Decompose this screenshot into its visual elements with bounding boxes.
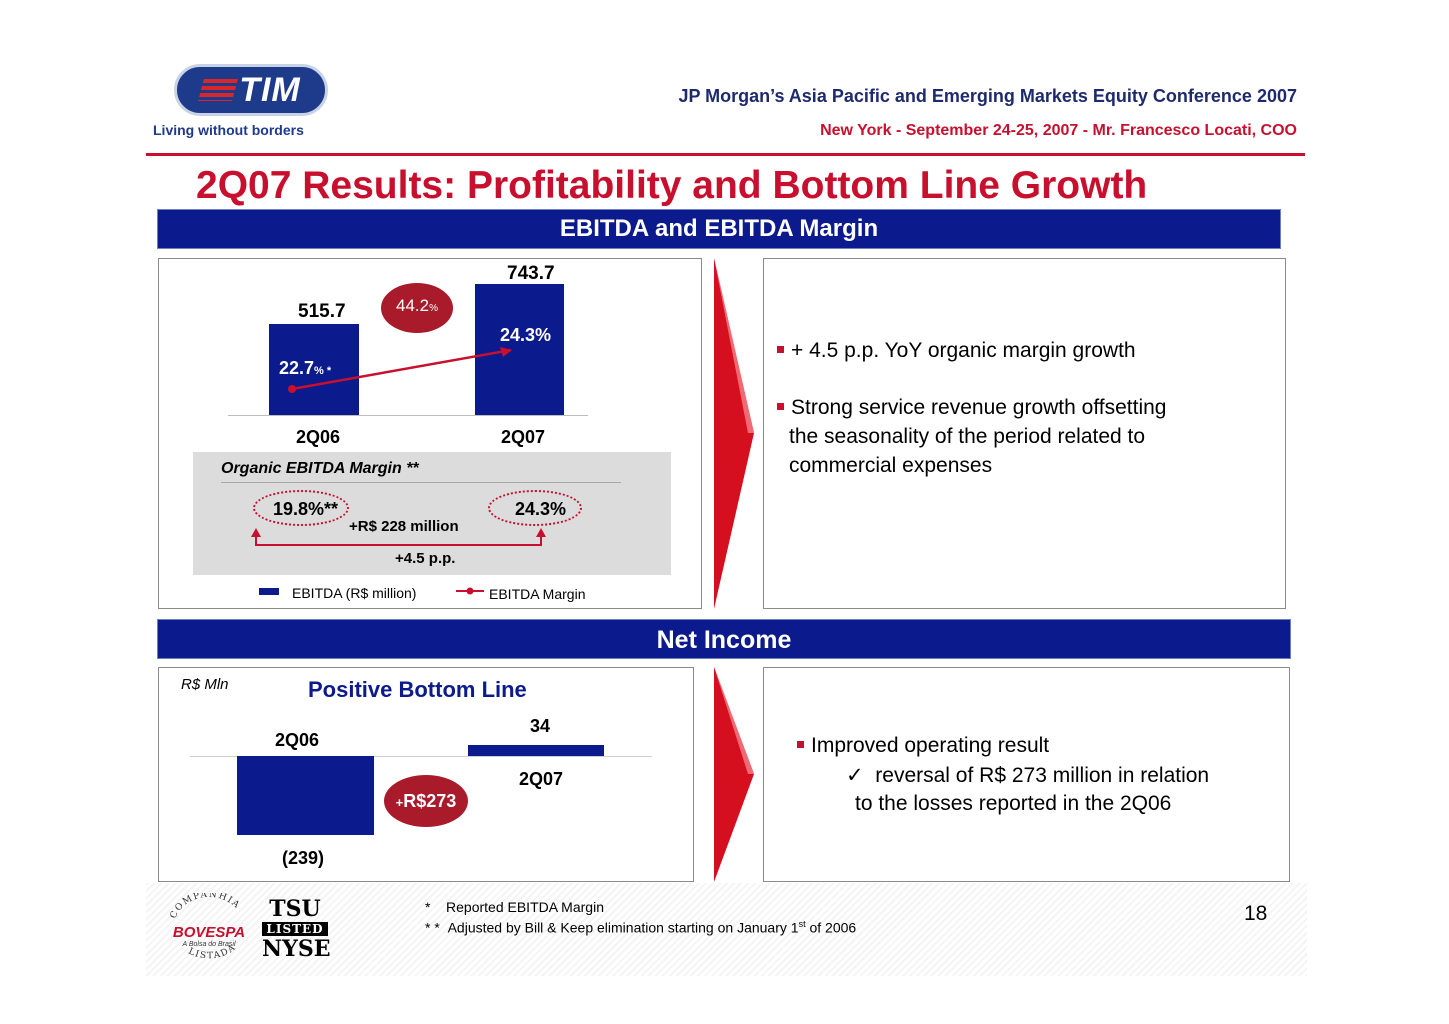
growth-value: 44.2 xyxy=(396,296,430,315)
net-income-bar-2q06 xyxy=(237,756,374,835)
growth-unit: % xyxy=(429,303,438,314)
footnote-1-mark: * xyxy=(425,899,431,915)
footnote-2-post: of 2006 xyxy=(805,919,857,936)
delta-prefix: + xyxy=(395,795,404,810)
margin-label-2q06: 22.7% * xyxy=(279,358,331,379)
comment-1-text: + 4.5 p.p. YoY organic margin growth xyxy=(791,339,1136,362)
margin-suffix-2q06: % * xyxy=(314,365,332,377)
ebitda-value-2q07: 743.7 xyxy=(507,263,555,284)
footnote-1-text: Reported EBITDA Margin xyxy=(446,899,604,915)
legend-line-swatch xyxy=(456,587,484,595)
svg-text:COMPANHIA: COMPANHIA xyxy=(169,893,242,920)
footnote-1: * Reported EBITDA Margin xyxy=(425,899,604,915)
net-income-period-2q07: 2Q07 xyxy=(519,769,564,789)
page-number: 18 xyxy=(1244,902,1268,925)
legend-line-label: EBITDA Margin xyxy=(489,586,586,602)
tim-logo-text: TIM xyxy=(239,70,301,109)
tagline: Living without borders xyxy=(153,122,304,138)
ebitda-growth-pill: 44.2% xyxy=(381,283,453,333)
chevron-right-icon xyxy=(714,258,754,609)
ebitda-bar-2q07 xyxy=(475,284,564,415)
net-income-comment-text: Improved operating result xyxy=(811,734,1050,757)
header-divider xyxy=(146,153,1305,156)
ebitda-comment-1: + 4.5 p.p. YoY organic margin growth xyxy=(777,339,1136,363)
margin-point-2q06 xyxy=(288,385,296,393)
ebitda-baseline xyxy=(228,415,588,416)
bullet-icon xyxy=(797,740,804,748)
organic-from-value: 19.8%** xyxy=(273,499,339,519)
comment-2-line-1: Strong service revenue growth offsetting xyxy=(791,396,1167,419)
net-income-baseline xyxy=(190,756,652,757)
margin-label-2q07: 24.3% xyxy=(500,325,552,345)
footnote-2: * * Adjusted by Bill & Keep elimination … xyxy=(425,919,856,936)
footer-strip xyxy=(146,883,1307,976)
legend-bar-swatch xyxy=(259,588,279,595)
net-income-period-2q06: 2Q06 xyxy=(275,730,320,750)
nyse-listed: LISTED xyxy=(262,922,328,936)
period-label-2q06: 2Q06 xyxy=(296,427,341,447)
organic-delta-money: +R$ 228 million xyxy=(349,518,459,535)
nyse-name: NYSE xyxy=(262,936,331,962)
slide-title: 2Q07 Results: Profitability and Bottom L… xyxy=(196,164,1148,207)
footnote-2-text: Adjusted by Bill & Keep elimination star… xyxy=(447,919,799,936)
organic-margin-label: Organic EBITDA Margin ** xyxy=(221,460,419,477)
net-income-detail-line-2: to the losses reported in the 2Q06 xyxy=(855,792,1172,815)
period-label-2q07: 2Q07 xyxy=(501,427,546,447)
net-income-band-title: Net Income xyxy=(157,619,1291,659)
ebitda-bar-2q06 xyxy=(269,324,359,415)
bovespa-seal-logo: COMPANHIA BOVESPA A Bolsa do Brasil LIST… xyxy=(169,893,245,961)
ebitda-comment-2: Strong service revenue growth offsetting… xyxy=(777,393,1167,480)
conference-title: JP Morgan’s Asia Pacific and Emerging Ma… xyxy=(678,86,1297,106)
conference-location: New York - September 24-25, 2007 - Mr. F… xyxy=(820,122,1297,139)
organic-from-ellipse xyxy=(253,490,349,526)
bovespa-name: BOVESPA xyxy=(173,924,245,941)
organic-bracket-arrow-right xyxy=(536,528,546,537)
chevron-right-icon xyxy=(714,667,754,882)
ebitda-value-2q06: 515.7 xyxy=(298,301,346,322)
net-income-delta-pill: +R$273 xyxy=(384,775,468,827)
net-income-comment-2: ✓ reversal of R$ 273 million in relation xyxy=(846,763,1209,788)
net-income-bar-2q07 xyxy=(468,745,604,756)
margin-value-2q06: 22.7 xyxy=(279,358,315,378)
legend-bar-label: EBITDA (R$ million) xyxy=(292,585,417,601)
bovespa-top-text: COMPANHIA xyxy=(169,893,241,920)
net-income-comments-panel xyxy=(763,667,1290,882)
net-income-unit: R$ Mln xyxy=(181,676,229,693)
tim-logo: TIM xyxy=(174,64,328,116)
net-income-value-2q06: (239) xyxy=(282,848,325,868)
footnote-2-mark: * * xyxy=(425,919,440,936)
comment-2-line-2: the seasonality of the period related to xyxy=(789,425,1146,448)
footnote-2-sup: st xyxy=(798,919,806,929)
ebitda-band-title: EBITDA and EBITDA Margin xyxy=(157,209,1281,249)
bovespa-sub: A Bolsa do Brasil xyxy=(181,941,235,948)
margin-line-arrowhead xyxy=(500,347,512,357)
net-income-detail-line-1: reversal of R$ 273 million in relation xyxy=(875,764,1210,787)
bullet-icon xyxy=(777,345,784,353)
ebitda-comments-panel xyxy=(763,258,1286,609)
organic-divider xyxy=(221,482,621,483)
bullet-icon xyxy=(777,402,784,410)
delta-value: R$273 xyxy=(403,791,457,811)
net-income-value-2q07: 34 xyxy=(530,716,551,736)
organic-to-value: 24.3% xyxy=(515,499,567,519)
organic-bracket-line xyxy=(255,534,542,546)
net-income-comment-1: Improved operating result xyxy=(797,734,1049,758)
organic-bracket-arrow-left xyxy=(251,528,261,537)
margin-line-segment xyxy=(291,348,512,391)
nyse-listed-logo: TSU LISTED NYSE xyxy=(262,896,331,962)
comment-2-line-3: commercial expenses xyxy=(789,454,993,477)
organic-delta-pp: +4.5 p.p. xyxy=(395,550,456,567)
net-income-chart-title: Positive Bottom Line xyxy=(308,677,527,702)
organic-to-ellipse xyxy=(488,490,582,526)
nyse-ticker: TSU xyxy=(269,896,321,922)
checkmark-icon: ✓ xyxy=(846,764,864,787)
